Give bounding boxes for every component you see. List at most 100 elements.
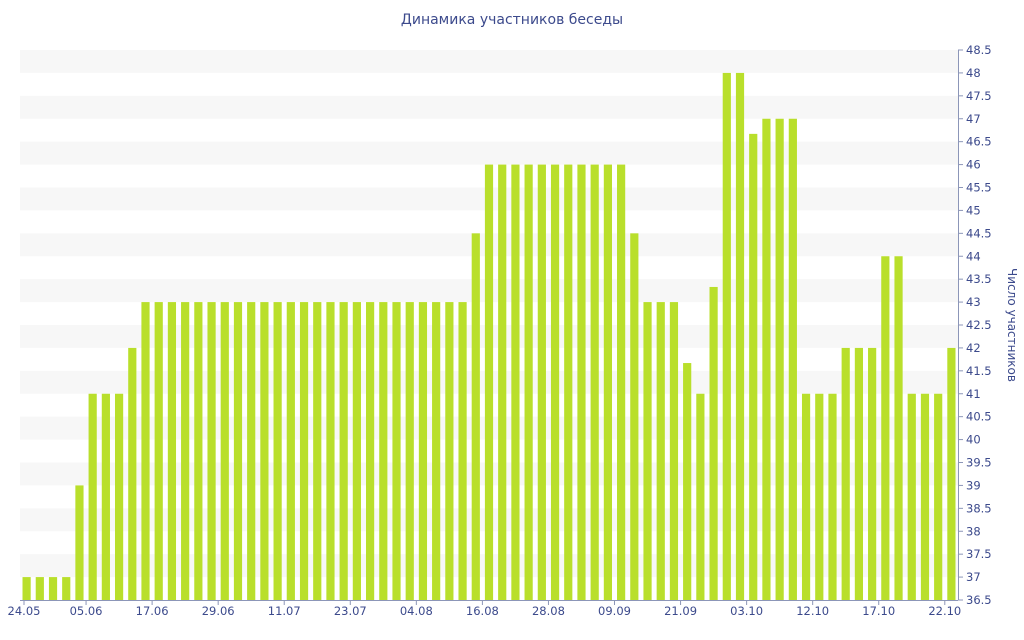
x-tick-label: 16.08 [466, 604, 499, 618]
bar [88, 393, 97, 600]
bar [696, 393, 705, 600]
y-tick-label: 47.5 [966, 89, 992, 103]
bar [537, 164, 546, 600]
y-axis-title: Число участников [1005, 268, 1019, 382]
bar [75, 485, 84, 600]
y-tick-label: 43 [966, 295, 981, 309]
y-tick-label: 38 [966, 524, 981, 538]
bar [564, 164, 573, 600]
bar [432, 302, 441, 600]
x-tick-label: 28.08 [532, 604, 565, 618]
bar [656, 302, 665, 600]
bar [854, 347, 864, 600]
x-tick-label: 04.08 [400, 604, 433, 618]
bar [550, 164, 560, 600]
bar [511, 164, 520, 600]
y-tick-label: 44 [966, 249, 981, 263]
x-tick-label: 29.06 [202, 604, 235, 618]
bar [101, 393, 110, 600]
y-tick-label: 44.5 [966, 226, 992, 240]
y-tick-label: 47 [966, 112, 981, 126]
bar [339, 302, 348, 600]
y-tick-label: 48 [966, 66, 981, 80]
y-tick-label: 43.5 [966, 272, 992, 286]
bar [154, 302, 163, 600]
x-tick-label: 12.10 [796, 604, 829, 618]
bar [722, 72, 731, 601]
bar [379, 302, 388, 600]
bar [801, 393, 811, 600]
bar [709, 286, 718, 600]
bar [868, 347, 877, 600]
y-tick-label: 42.5 [966, 318, 992, 332]
bar [762, 118, 771, 600]
y-tick-label: 37 [966, 570, 981, 584]
y-tick-label: 40.5 [966, 410, 992, 424]
bar [828, 393, 837, 600]
y-tick-label: 38.5 [966, 501, 992, 515]
bar [630, 233, 639, 600]
y-tick-label: 48.5 [966, 43, 992, 57]
bar [445, 302, 454, 600]
bar [735, 72, 745, 601]
x-tick-label: 17.06 [136, 604, 169, 618]
bar [207, 302, 216, 600]
x-tick-label: 17.10 [862, 604, 895, 618]
y-axis: 36.5 37 37.5 38 38.5 39 39.5 40 40.5 41 41.5 42 42.5… [958, 43, 992, 607]
bar [947, 347, 956, 600]
bar [273, 302, 282, 600]
bar [920, 393, 930, 600]
bar [405, 302, 414, 600]
bars [22, 72, 956, 601]
x-tick-label: 03.10 [730, 604, 763, 618]
bar [934, 393, 943, 600]
bar [881, 256, 890, 600]
background-band [20, 141, 958, 165]
y-tick-label: 40 [966, 433, 981, 447]
bar [603, 164, 612, 600]
bar [841, 347, 850, 600]
bar [590, 164, 599, 600]
y-tick-label: 37.5 [966, 547, 992, 561]
bar [524, 164, 533, 600]
bar [907, 393, 916, 600]
x-tick-label: 05.06 [70, 604, 103, 618]
y-tick-label: 41 [966, 387, 981, 401]
x-axis: 24.05 05.06 17.06 29.06 11.07 23.07 04.08 16.08… [8, 600, 961, 618]
x-tick-label: 09.09 [598, 604, 631, 618]
y-tick-label: 46.5 [966, 135, 992, 149]
bar [484, 164, 494, 600]
y-tick-label: 46 [966, 158, 981, 172]
background-band [20, 50, 958, 73]
bar [458, 302, 467, 600]
bar [418, 302, 428, 600]
bar [286, 302, 295, 600]
bar [35, 577, 44, 600]
bar [48, 577, 58, 600]
y-tick-label: 36.5 [966, 593, 992, 607]
bar [617, 164, 626, 600]
bar [392, 302, 401, 600]
bar [167, 302, 177, 600]
bar [326, 302, 335, 600]
bar [815, 393, 824, 600]
bar [894, 256, 903, 600]
x-tick-label: 23.07 [334, 604, 367, 618]
y-tick-label: 45 [966, 203, 981, 217]
x-tick-label: 24.05 [8, 604, 41, 618]
x-tick-label: 21.09 [664, 604, 697, 618]
bar [260, 302, 269, 600]
bar [643, 302, 652, 600]
y-tick-label: 42 [966, 341, 981, 355]
bar [194, 302, 203, 600]
bar [128, 347, 137, 600]
bar [788, 118, 797, 600]
bar [352, 302, 361, 600]
y-tick-label: 45.5 [966, 181, 992, 195]
bar [62, 577, 71, 600]
bar [577, 164, 586, 600]
y-tick-label: 39 [966, 478, 981, 492]
y-tick-label: 39.5 [966, 456, 992, 470]
bar [247, 302, 256, 600]
